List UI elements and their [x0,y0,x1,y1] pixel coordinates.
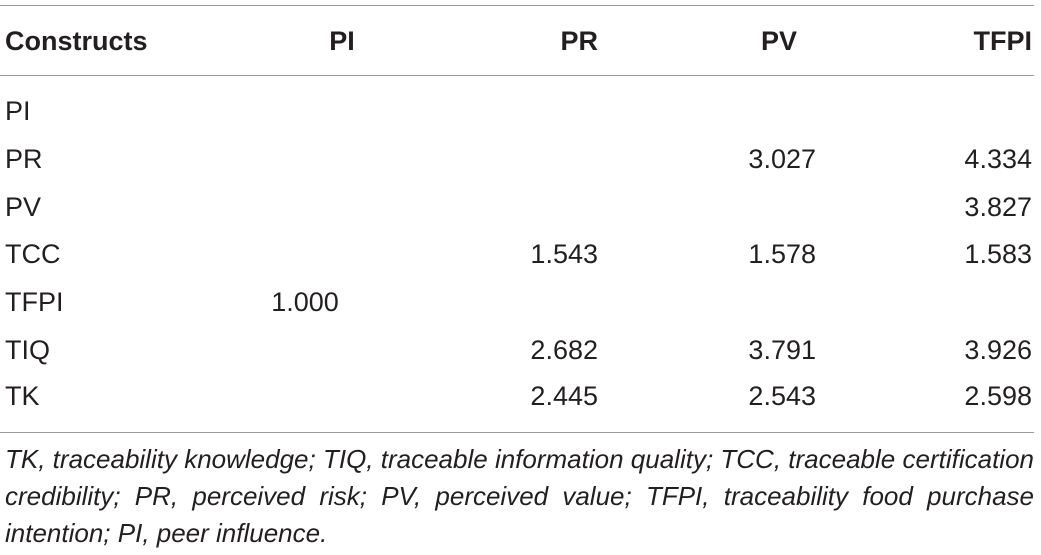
table-header-row: Constructs PI PR PV TFPI [0,21,1041,61]
header-cell-constructs: Constructs [5,26,148,56]
table-row: PR 3.027 4.334 [0,139,1041,179]
table-cell: 2.682 [530,335,598,365]
table-cell: 3.791 [748,335,816,365]
row-label: TCC [5,239,61,269]
row-label: PV [5,192,42,222]
table-cell: 4.334 [964,144,1032,174]
table-bottom-rule [0,432,1034,433]
table-row: TCC 1.543 1.578 1.583 [0,234,1041,274]
table-cell: 2.598 [964,381,1032,411]
row-label: PI [5,96,31,126]
table-row: TK 2.445 2.543 2.598 [0,376,1041,416]
table-cell: 3.027 [748,144,816,174]
table-footnote: TK, traceability knowledge; TIQ, traceab… [5,444,1034,548]
table-cell: 2.543 [748,381,816,411]
table-row: TIQ 2.682 3.791 3.926 [0,330,1041,370]
table-cell: 1.000 [271,287,339,317]
row-label: PR [5,144,43,174]
table-header-rule [0,75,1034,76]
table-cell: 3.926 [964,335,1032,365]
table-row: PI [0,91,1041,131]
row-label: TFPI [5,287,64,317]
table-cell: 2.445 [530,381,598,411]
header-cell-pi: PI [329,26,355,56]
header-cell-pv: PV [760,26,797,56]
row-label: TIQ [5,335,50,365]
table-cell: 1.578 [748,239,816,269]
table-cell: 1.543 [530,239,598,269]
table-top-rule [0,5,1034,6]
row-label: TK [5,381,40,411]
table-row: TFPI 1.000 [0,282,1041,322]
header-cell-tfpi: TFPI [973,26,1033,56]
table-cell: 3.827 [964,192,1032,222]
header-cell-pr: PR [560,26,598,56]
table-row: PV 3.827 [0,187,1041,227]
table-cell: 1.583 [964,239,1032,269]
